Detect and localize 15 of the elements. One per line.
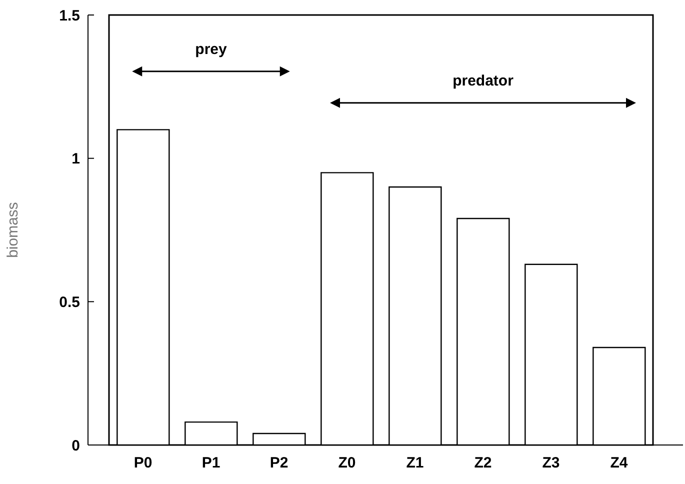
y-axis-title: biomass (4, 202, 22, 258)
y-tick-label: 0 (72, 437, 80, 454)
x-tick-label: Z0 (338, 454, 356, 472)
annotation: predator (452, 72, 514, 90)
x-tick-label: P1 (202, 454, 220, 472)
y-tick-label: 1 (72, 150, 80, 168)
x-tick-label: Z1 (406, 454, 424, 472)
x-tick-label: P2 (270, 454, 288, 472)
y-tick-label: 1.5 (59, 7, 80, 24)
x-tick-label: P0 (134, 454, 152, 472)
annotation: prey (195, 40, 228, 58)
y-tick-label: 0.5 (59, 294, 80, 311)
x-tick-label: Z2 (474, 454, 492, 472)
x-tick-label: Z4 (610, 454, 628, 472)
x-tick-label: Z3 (542, 454, 560, 472)
